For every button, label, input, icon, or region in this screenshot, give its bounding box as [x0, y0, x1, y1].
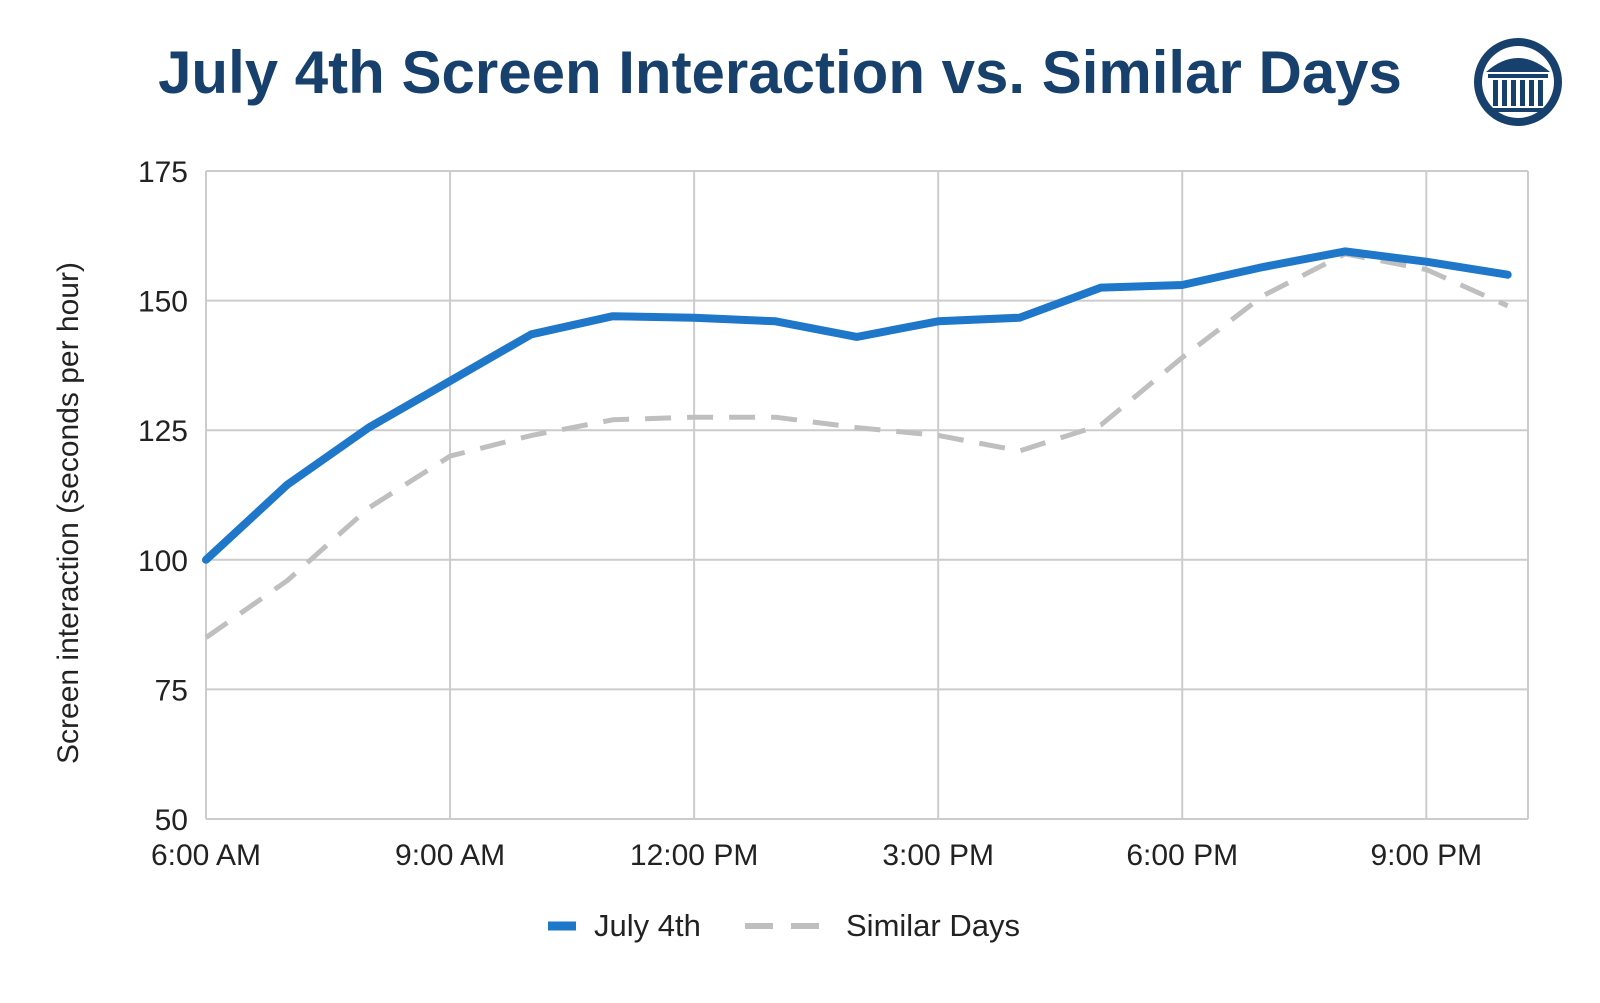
y-tick-label: 100: [138, 545, 188, 578]
y-tick-label: 50: [155, 804, 188, 837]
x-tick-label: 3:00 PM: [882, 839, 994, 872]
chart-title: July 4th Screen Interaction vs. Similar …: [158, 39, 1402, 106]
x-tick-label: 6:00 PM: [1126, 839, 1238, 872]
x-tick-label: 9:00 PM: [1370, 839, 1482, 872]
y-axis-title: Screen interaction (seconds per hour): [52, 262, 85, 764]
series-line-similar-days: [204, 251, 1509, 640]
x-tick-label: 6:00 AM: [151, 839, 261, 872]
legend: July 4th Similar Days: [548, 908, 1020, 943]
legend-label-july-4th: July 4th: [594, 908, 701, 943]
y-tick-label: 75: [155, 674, 188, 707]
columned-building-seal-icon: [1474, 38, 1562, 126]
series-line-july-4th: [202, 247, 1512, 564]
y-tick-label: 125: [138, 415, 188, 448]
legend-label-similar-days: Similar Days: [846, 908, 1020, 943]
x-tick-label: 9:00 AM: [395, 839, 505, 872]
grid-lines: [205, 170, 1529, 820]
x-axis-ticks: 6:00 AM 9:00 AM 12:00 PM 3:00 PM 6:00 PM 9:00…: [151, 839, 1482, 872]
y-axis-ticks: 50 75 100 125 150 175: [138, 156, 188, 837]
x-tick-label: 12:00 PM: [630, 839, 758, 872]
y-tick-label: 150: [138, 286, 188, 319]
series-lines: [202, 247, 1512, 640]
y-tick-label: 175: [138, 156, 188, 189]
